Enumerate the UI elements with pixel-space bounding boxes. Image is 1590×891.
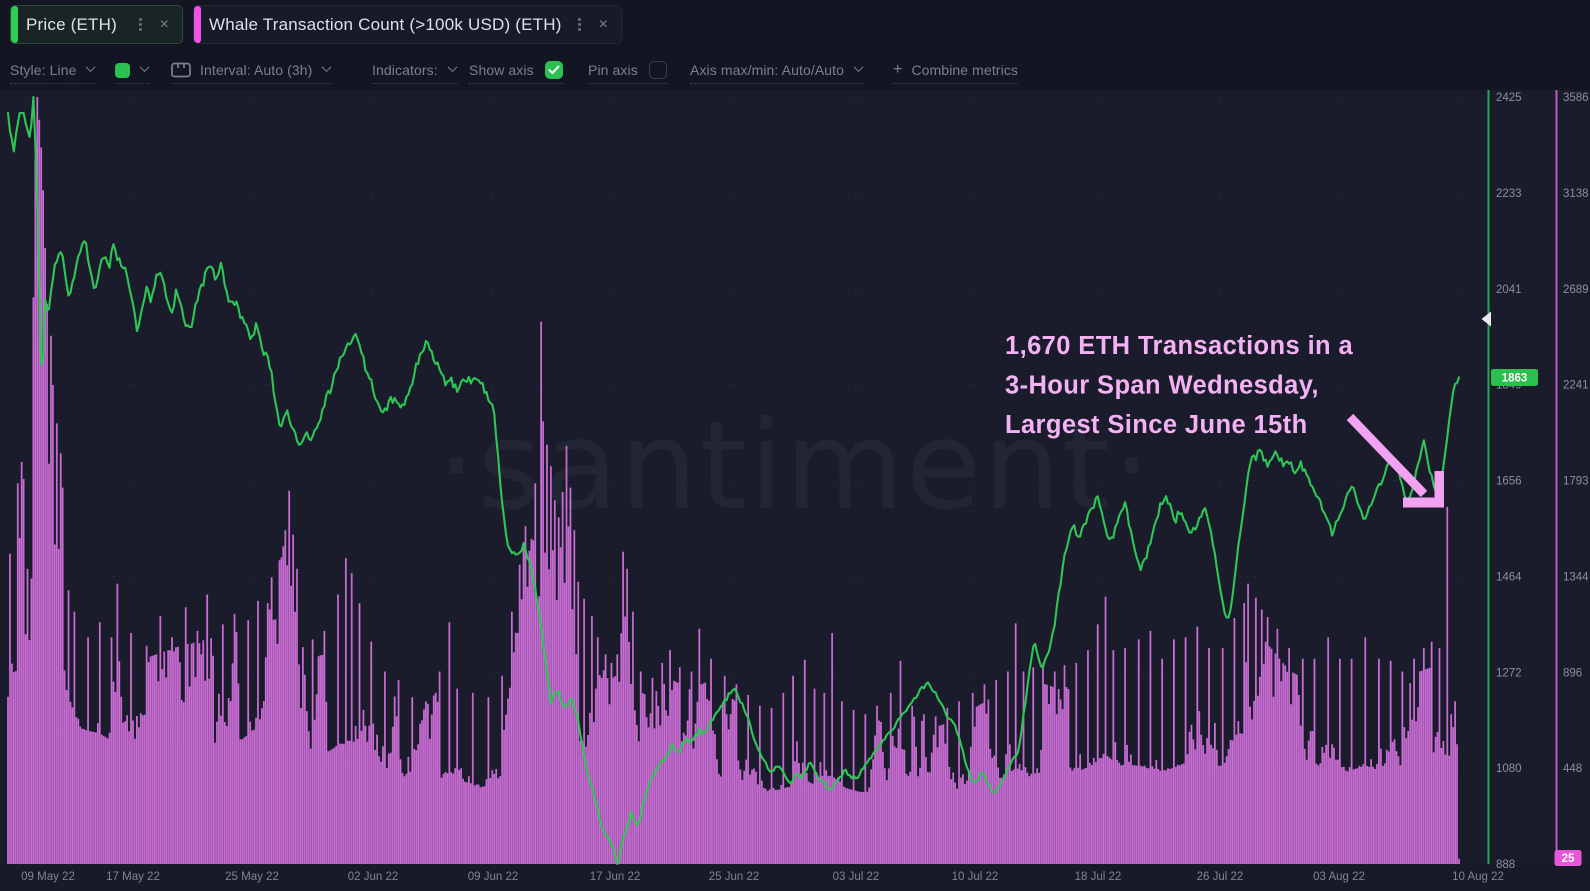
kebab-menu-icon[interactable]: [576, 14, 583, 35]
santiment-watermark: ·santiment·: [437, 395, 1153, 537]
chart-toolbar: Style: Line Interval: Auto (3h) Indicato…: [0, 47, 1590, 90]
pin-axis-toggle[interactable]: Pin axis: [588, 57, 667, 84]
annotation-text-line: 1,670 ETH Transactions in a: [1005, 332, 1354, 360]
whale-tick-label: 2241: [1563, 380, 1589, 392]
tab-price-eth[interactable]: Price (ETH) ×: [10, 5, 183, 44]
price-tick-label: 888: [1496, 859, 1515, 871]
axis-marker-icon[interactable]: [1481, 311, 1492, 327]
plus-icon: +: [893, 61, 903, 78]
style-label: Style: Line: [10, 62, 77, 78]
date-tick-label: 03 Aug 22: [1313, 871, 1365, 883]
annotation-arrow-head-v: [1434, 471, 1444, 508]
tab-accent-pink: [194, 6, 201, 43]
date-tick-label: 09 May 22: [21, 871, 75, 883]
metric-tabbar: Price (ETH) × Whale Transaction Count (>…: [0, 0, 1590, 47]
chevron-down-icon: [86, 62, 96, 73]
whale-current-badge: [1554, 850, 1582, 866]
pin-axis-label: Pin axis: [588, 62, 638, 78]
price-tick-label: 2041: [1496, 284, 1522, 296]
checkbox-checked-icon[interactable]: [544, 61, 563, 79]
price-tick-label: 2233: [1496, 188, 1522, 200]
close-icon[interactable]: ×: [159, 15, 169, 33]
close-icon[interactable]: ×: [598, 15, 608, 33]
date-tick-label: 09 Jun 22: [468, 871, 519, 883]
checkbox-unchecked-icon[interactable]: [648, 61, 667, 79]
xaxis-strip: [0, 864, 1590, 891]
interval-dropdown[interactable]: Interval: Auto (3h): [171, 57, 333, 84]
chevron-down-icon: [321, 62, 332, 73]
annotation-text-line: 3-Hour Span Wednesday,: [1005, 372, 1319, 400]
date-tick-label: 10 Aug 22: [1452, 871, 1504, 883]
price-line: [6, 95, 1461, 866]
annotation-arrow-shaft: [1346, 413, 1428, 498]
whale-current-value: 25: [1562, 853, 1575, 865]
price-tick-label: 1464: [1496, 571, 1522, 583]
whale-tick-label: 896: [1563, 667, 1582, 679]
chevron-down-icon: [139, 62, 150, 73]
date-tick-label: 17 Jun 22: [590, 871, 641, 883]
axis-maxmin-dropdown[interactable]: Axis max/min: Auto/Auto: [690, 57, 865, 84]
color-dropdown[interactable]: [115, 57, 150, 84]
date-tick-label: 03 Jul 22: [833, 871, 880, 883]
combine-metrics-button[interactable]: + Combine metrics: [893, 57, 1018, 84]
price-tick-label: 1080: [1496, 763, 1522, 775]
chevron-down-icon: [447, 62, 458, 73]
indicators-dropdown[interactable]: Indicators:: [372, 57, 458, 84]
style-dropdown[interactable]: Style: Line: [10, 57, 97, 84]
annotation-text-line: Largest Since June 15th: [1005, 411, 1308, 439]
whale-tick-label: 2689: [1563, 284, 1589, 296]
date-tick-label: 02 Jun 22: [348, 871, 399, 883]
price-tick-label: 1272: [1496, 667, 1522, 679]
date-tick-label: 26 Jul 22: [1197, 871, 1244, 883]
chevron-down-icon: [853, 62, 864, 73]
date-tick-label: 18 Jul 22: [1075, 871, 1122, 883]
tab-accent-green: [11, 6, 18, 43]
date-tick-label: 25 May 22: [225, 871, 279, 883]
indicators-label: Indicators:: [372, 62, 438, 78]
whale-tick-label: 1793: [1563, 476, 1589, 488]
axis-maxmin-label: Axis max/min: Auto/Auto: [690, 62, 845, 78]
interval-label: Interval: Auto (3h): [200, 62, 313, 78]
date-tick-label: 25 Jun 22: [709, 871, 760, 883]
date-tick-label: 10 Jul 22: [952, 871, 999, 883]
whale-tick-label: 3138: [1563, 188, 1589, 200]
show-axis-label: Show axis: [469, 62, 534, 78]
price-current-badge: [1491, 368, 1538, 386]
whale-tick-label: 448: [1563, 763, 1582, 775]
tab-label: Whale Transaction Count (>100k USD) (ETH…: [209, 14, 562, 34]
annotation-arrow-head-h: [1403, 497, 1444, 508]
interval-icon: [171, 62, 191, 78]
tab-whale-transaction-count[interactable]: Whale Transaction Count (>100k USD) (ETH…: [193, 5, 622, 44]
show-axis-toggle[interactable]: Show axis: [469, 57, 563, 84]
price-tick-label: 1656: [1496, 476, 1522, 488]
color-swatch: [115, 62, 130, 78]
price-current-value: 1863: [1502, 372, 1528, 384]
whale-tick-label: 3586: [1563, 92, 1589, 104]
date-tick-label: 17 May 22: [106, 871, 160, 883]
combine-metrics-label: Combine metrics: [911, 62, 1018, 78]
whale-tick-label: 1344: [1563, 571, 1589, 583]
kebab-menu-icon[interactable]: [137, 14, 144, 35]
tab-label: Price (ETH): [26, 14, 117, 34]
price-tick-label: 2425: [1496, 92, 1522, 104]
